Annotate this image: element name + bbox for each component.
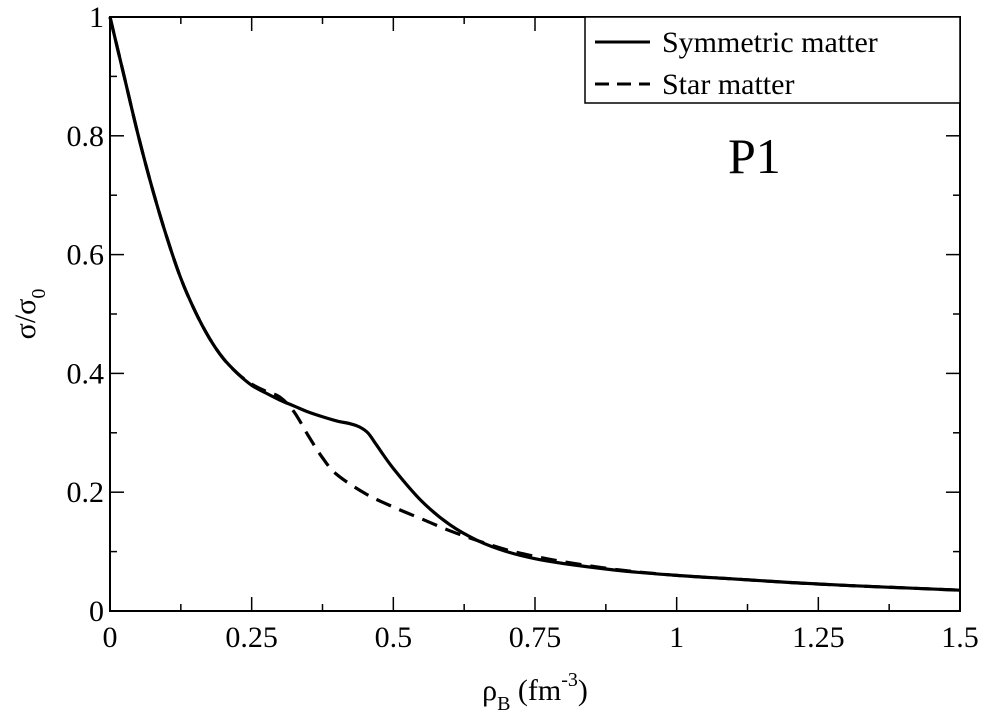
plot-frame <box>109 16 961 612</box>
x-axis-title-sub: B <box>497 693 510 715</box>
x-axis-title-units-close: ) <box>578 674 588 707</box>
legend-box <box>584 16 961 104</box>
y-tick-label: 0 <box>89 595 104 628</box>
x-tick-label: 0.25 <box>225 621 278 654</box>
x-tick-label: 0.5 <box>375 621 413 654</box>
legend: Symmetric matter Star matter <box>584 16 961 104</box>
axis-ticks <box>109 16 961 612</box>
x-tick-label: 1.5 <box>941 621 979 654</box>
annotation-label: P1 <box>728 128 781 184</box>
x-tick-label: 0 <box>103 621 118 654</box>
y-tick-label: 0.8 <box>67 120 105 153</box>
series-layer <box>108 16 961 592</box>
y-tick-label: 1 <box>89 1 104 34</box>
y-axis-title-main: σ/σ <box>9 299 42 340</box>
legend-label-star: Star matter <box>662 68 794 101</box>
x-tick-label: 0.75 <box>509 621 562 654</box>
x-axis-title-units: (fm <box>510 674 561 707</box>
y-tick-label: 0.4 <box>67 357 105 390</box>
tick-labels: 0 0.25 0.5 0.75 1 1.25 1.5 0 0.2 0.4 0.6 0.8 1 <box>67 1 979 654</box>
x-tick-label: 1.25 <box>792 621 845 654</box>
x-axis-title-units-sup: -3 <box>561 669 578 691</box>
series-line-symmetric <box>108 16 961 592</box>
x-tick-label: 1 <box>669 621 684 654</box>
y-tick-label: 0.6 <box>67 239 105 272</box>
y-axis-title-sub: 0 <box>28 289 50 299</box>
x-axis-title-main: ρ <box>482 674 497 707</box>
y-tick-label: 0.2 <box>67 476 105 509</box>
x-axis-title: ρB (fm-3) <box>482 669 588 715</box>
legend-label-symmetric: Symmetric matter <box>662 26 878 59</box>
y-axis-title: σ/σ0 <box>9 289 50 340</box>
